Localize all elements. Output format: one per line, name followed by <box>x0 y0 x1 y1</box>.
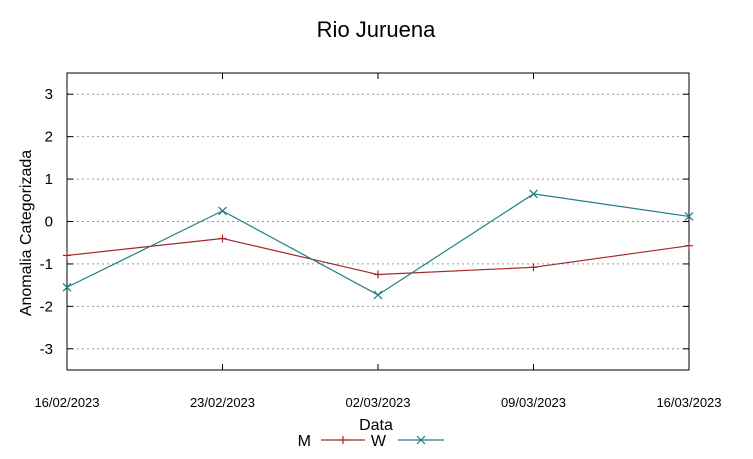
data-point-M <box>685 241 693 250</box>
y-tick-label: -2 <box>40 298 53 315</box>
gridlines <box>67 93 689 350</box>
y-axis-ticks: 3 2 1 0 -1 -2 -3 <box>40 86 689 358</box>
legend-marker <box>416 435 426 445</box>
legend-label: M <box>298 433 311 450</box>
y-tick-label: 3 <box>45 86 53 103</box>
data-point-W <box>684 211 694 221</box>
y-tick-label: 0 <box>45 214 53 231</box>
data-point-W <box>373 290 383 300</box>
legend-marker <box>339 436 347 444</box>
data-point-W <box>62 282 72 292</box>
legend-item-M: M <box>298 433 365 450</box>
data-point-W <box>218 206 227 216</box>
x-tick-label: 09/03/2023 <box>501 395 566 410</box>
data-point-M <box>63 251 71 260</box>
series-line-W <box>66 193 690 296</box>
y-tick-label: -3 <box>40 341 53 358</box>
x-axis-label: Data <box>359 417 393 434</box>
legend-label: W <box>371 433 387 450</box>
series-W <box>62 189 694 300</box>
data-point-W <box>529 189 538 199</box>
legend-item-W: W <box>371 433 444 450</box>
y-axis-label: Anomalia Categorizada <box>18 150 35 316</box>
series-M <box>63 234 693 279</box>
data-point-M <box>529 263 538 272</box>
series-layer <box>62 189 694 300</box>
y-tick-label: 1 <box>45 171 53 188</box>
x-tick-label: 02/03/2023 <box>345 395 410 410</box>
data-point-M <box>218 234 227 243</box>
chart-title: Rio Juruena <box>317 17 436 42</box>
y-tick-label: 2 <box>45 129 53 146</box>
series-line-M <box>66 237 690 276</box>
x-axis-ticks: 16/02/2023 23/02/2023 02/03/2023 09/03/2023… <box>34 73 722 410</box>
data-point-M <box>374 270 382 279</box>
x-tick-label: 16/02/2023 <box>34 395 99 410</box>
y-tick-label: -1 <box>40 256 53 273</box>
x-tick-label: 23/02/2023 <box>190 395 255 410</box>
x-tick-label: 16/03/2023 <box>656 395 721 410</box>
